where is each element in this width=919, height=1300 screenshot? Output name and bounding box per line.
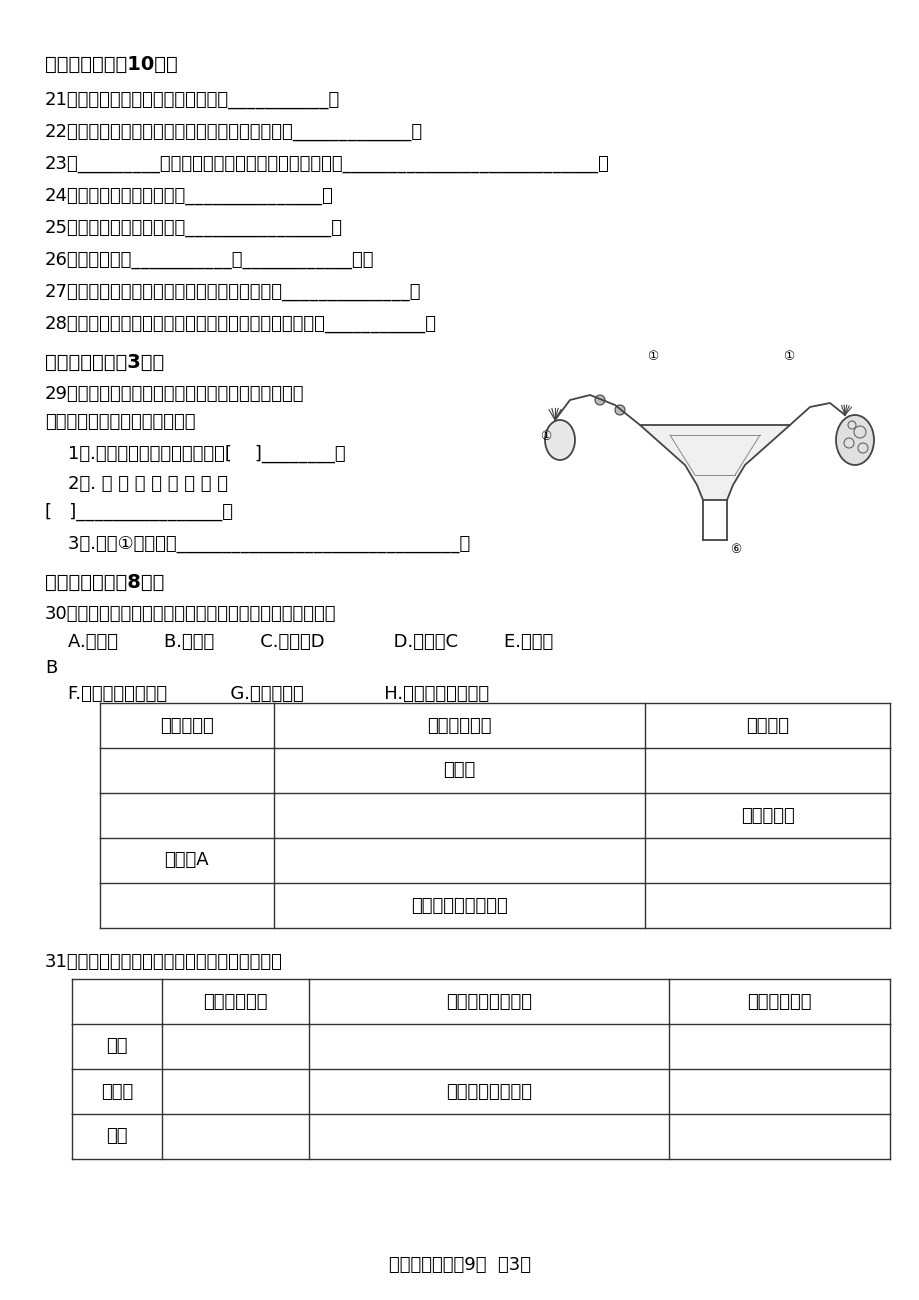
Polygon shape [640,425,789,500]
Text: 维生素种类: 维生素种类 [160,716,213,734]
Text: 四、填表比较（8分）: 四、填表比较（8分） [45,573,165,592]
Text: 缺乏时的症状: 缺乏时的症状 [426,716,491,734]
Text: 蔬菜、水果: 蔬菜、水果 [740,806,794,824]
Ellipse shape [835,415,873,465]
Text: 26、消化系统由___________和____________组成: 26、消化系统由___________和____________组成 [45,251,374,269]
Text: 初二生物试题共9页  第3页: 初二生物试题共9页 第3页 [389,1256,530,1274]
Text: ①: ① [782,350,793,363]
Text: 参与消化的消化液: 参与消化的消化液 [446,992,531,1010]
Text: 23、_________是男性的主要性器官，它的主要作用是____________________________。: 23、_________是男性的主要性器官，它的主要作用是___________… [45,155,609,173]
Text: 佝偻病、骨质疏松症: 佝偻病、骨质疏松症 [411,897,507,914]
Ellipse shape [544,420,574,460]
Text: ①: ① [646,350,657,363]
Text: 25、我国人口的增长趋势是________________。: 25、我国人口的增长趋势是________________。 [45,218,343,237]
Text: [   ]________________。: [ ]________________。 [45,503,233,521]
Circle shape [614,406,624,415]
Text: 3）.器官①的功能是_______________________________。: 3）.器官①的功能是______________________________… [45,536,470,552]
Text: 维生素A: 维生素A [165,852,209,870]
Text: 食物来源: 食物来源 [745,716,789,734]
Text: A.坏血病        B.夜盲症        C.维生素D            D.维生素C        E.维生素: A.坏血病 B.夜盲症 C.维生素D D.维生素C E.维生素 [45,633,552,651]
Text: 最终消化产物: 最终消化产物 [746,992,811,1010]
Text: 28、能够消化糖类、脂肪和蛋白质三种有机物的消化液是___________。: 28、能够消化糖类、脂肪和蛋白质三种有机物的消化液是___________。 [45,315,437,333]
Text: ⑥: ⑥ [729,543,741,556]
Text: 31、比较淀粉、蛋白质、脂肪的消化，填写下表: 31、比较淀粉、蛋白质、脂肪的消化，填写下表 [45,953,282,971]
Text: 的连续过程，试回答下列问题。: 的连续过程，试回答下列问题。 [45,413,196,432]
Text: B: B [45,659,57,677]
Text: 起始消化部位: 起始消化部位 [203,992,267,1010]
Text: 29、下图是排卵、受精、受精卵发育、植入子宫内膜: 29、下图是排卵、受精、受精卵发育、植入子宫内膜 [45,385,304,403]
Text: 30、比较各种维生素，把下列选项的字母代号填在下表中。: 30、比较各种维生素，把下列选项的字母代号填在下表中。 [45,604,336,623]
Text: 蛋白质: 蛋白质 [101,1083,133,1101]
Text: 脚气病: 脚气病 [443,762,475,780]
Text: 淀粉: 淀粉 [106,1037,128,1056]
Circle shape [595,395,605,406]
Text: 27、人的消化系统中，消化和吸收的主要器官是______________。: 27、人的消化系统中，消化和吸收的主要器官是______________。 [45,283,421,302]
Text: 1）.精子和卵细胞结合的部位是[    ]________。: 1）.精子和卵细胞结合的部位是[ ]________。 [45,445,346,463]
Text: 2）. 胚 胎 发 育 的 场 所 是: 2）. 胚 胎 发 育 的 场 所 是 [45,474,228,493]
Text: 22、人的一生中身体发育和智力发展的黄金时期是_____________。: 22、人的一生中身体发育和智力发展的黄金时期是_____________。 [45,124,423,140]
Text: 胃液、肠液、胰液: 胃液、肠液、胰液 [446,1083,531,1101]
Text: 24、青春期最显著的特征是_______________。: 24、青春期最显著的特征是_______________。 [45,187,334,205]
Text: 三、识图填空（3分）: 三、识图填空（3分） [45,354,165,372]
Text: 脂肪: 脂肪 [106,1127,128,1145]
Text: 二、基础填空（10分）: 二、基础填空（10分） [45,55,177,74]
Text: F.动物肝脏、胡萝卜           G.粗粮、瘦肉              H.青菜、鱼肉、蛋黄: F.动物肝脏、胡萝卜 G.粗粮、瘦肉 H.青菜、鱼肉、蛋黄 [45,685,489,703]
Text: ①: ① [539,430,550,443]
Text: 21、现代类人猿和人类的共同祖先是___________。: 21、现代类人猿和人类的共同祖先是___________。 [45,91,340,109]
